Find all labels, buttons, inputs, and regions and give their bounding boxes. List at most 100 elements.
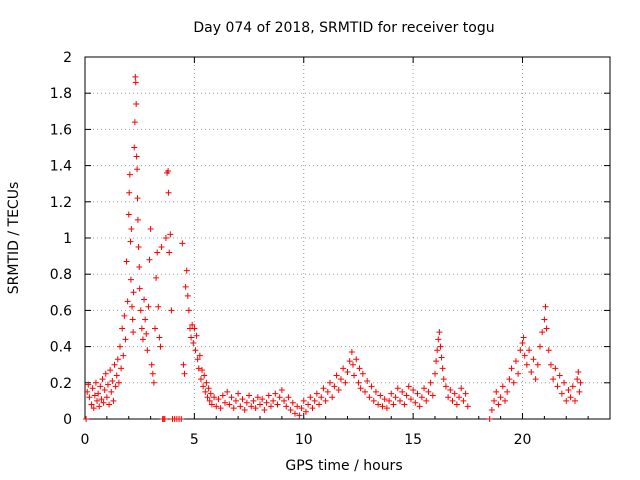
data-point xyxy=(423,397,430,404)
data-point xyxy=(577,379,584,386)
data-point xyxy=(141,296,148,303)
data-point xyxy=(152,325,158,332)
data-point xyxy=(154,249,161,256)
data-point xyxy=(508,365,515,372)
data-point xyxy=(204,394,211,401)
data-point xyxy=(377,392,384,399)
data-point xyxy=(366,394,373,401)
data-point xyxy=(188,334,195,341)
data-point xyxy=(203,379,210,386)
data-point xyxy=(362,388,368,395)
data-point xyxy=(353,356,360,363)
data-point xyxy=(331,383,338,390)
data-point xyxy=(146,256,153,263)
y-tick-label: 0.6 xyxy=(50,303,72,319)
data-point xyxy=(456,394,463,401)
data-point xyxy=(98,396,105,403)
data-point xyxy=(130,289,137,296)
data-point xyxy=(453,401,460,408)
y-axis-label: SRMTID / TECUs xyxy=(6,182,22,295)
data-point xyxy=(517,347,524,354)
data-point xyxy=(401,401,408,408)
data-point xyxy=(226,401,233,408)
data-point xyxy=(120,352,127,359)
data-point xyxy=(109,377,116,384)
data-point xyxy=(201,372,208,379)
data-point xyxy=(447,387,454,394)
data-point xyxy=(370,397,377,404)
data-point xyxy=(292,410,298,417)
data-point xyxy=(497,394,504,401)
data-point xyxy=(132,73,139,80)
data-point xyxy=(134,216,141,223)
data-point xyxy=(183,267,190,274)
y-tick-label: 1.4 xyxy=(50,159,72,175)
data-point xyxy=(510,379,517,386)
data-point xyxy=(166,249,173,256)
data-point xyxy=(158,244,165,251)
data-point xyxy=(432,370,438,377)
data-point xyxy=(418,394,425,401)
data-point xyxy=(488,406,495,413)
data-point xyxy=(381,396,388,403)
data-point xyxy=(534,361,541,368)
data-point xyxy=(222,399,228,406)
data-point xyxy=(532,376,539,383)
data-point xyxy=(346,358,353,365)
x-axis-label: GPS time / hours xyxy=(285,458,402,474)
data-point xyxy=(394,385,401,392)
data-point xyxy=(235,390,242,397)
data-point xyxy=(429,392,436,399)
data-point xyxy=(451,390,458,397)
data-point xyxy=(156,334,163,341)
data-point xyxy=(537,343,543,350)
data-point xyxy=(311,397,318,404)
data-point xyxy=(302,408,309,415)
y-tick-label: 2 xyxy=(63,50,72,66)
data-point xyxy=(189,321,196,328)
x-tick-label: 15 xyxy=(404,432,422,448)
data-point xyxy=(439,365,446,372)
data-point xyxy=(410,387,417,394)
data-point xyxy=(348,349,355,356)
x-tick-label: 10 xyxy=(295,432,313,448)
data-point xyxy=(246,392,253,399)
data-point xyxy=(219,392,226,399)
data-point xyxy=(506,376,513,383)
data-point xyxy=(250,397,257,404)
data-point xyxy=(320,385,327,392)
data-point xyxy=(512,358,519,365)
data-point xyxy=(138,325,145,332)
data-point xyxy=(131,119,138,126)
data-point xyxy=(572,397,578,404)
data-point xyxy=(313,390,320,397)
data-point xyxy=(349,361,356,368)
data-point xyxy=(521,352,528,359)
x-tick-label: 5 xyxy=(190,432,199,448)
data-point xyxy=(458,385,465,392)
data-point xyxy=(129,316,136,323)
data-point xyxy=(335,387,342,394)
data-point xyxy=(88,401,95,408)
data-point xyxy=(118,365,125,372)
y-tick-label: 1.2 xyxy=(50,195,72,211)
y-tick-label: 0 xyxy=(63,412,72,428)
data-point xyxy=(265,392,272,399)
data-point xyxy=(162,235,169,241)
data-point xyxy=(243,399,250,406)
data-point xyxy=(263,399,270,406)
data-point xyxy=(208,401,215,408)
data-point xyxy=(132,79,139,86)
data-point xyxy=(207,390,214,397)
data-point xyxy=(114,356,121,363)
data-point xyxy=(199,367,206,374)
data-point xyxy=(190,339,197,346)
data-point xyxy=(375,401,382,408)
data-point xyxy=(523,361,530,368)
data-point xyxy=(148,361,155,368)
data-point xyxy=(85,381,92,388)
data-point xyxy=(228,394,235,401)
data-point xyxy=(435,336,442,343)
data-point xyxy=(108,388,115,395)
data-point xyxy=(150,379,157,386)
